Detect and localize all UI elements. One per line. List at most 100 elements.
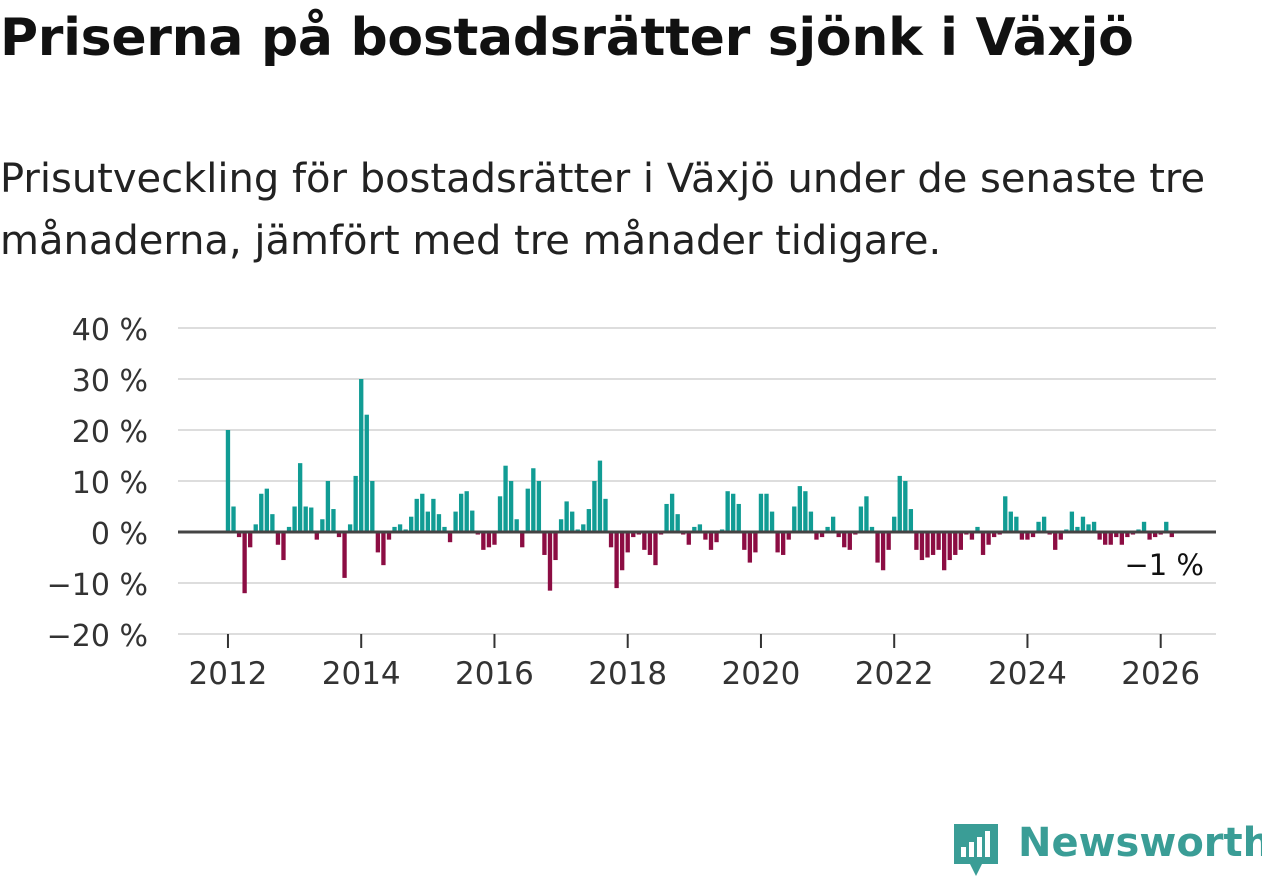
- bar: [392, 526, 397, 532]
- bar-chart: 40 % 30 % 20 % 10 % 0 % −10 % −20 % 2012 2014 201…: [47, 313, 1216, 692]
- bar: [608, 532, 614, 548]
- bar: [753, 532, 758, 553]
- bar: [986, 532, 991, 545]
- bar: [514, 519, 519, 532]
- bar: [503, 465, 508, 532]
- bar: [447, 532, 453, 543]
- bar: [919, 532, 925, 561]
- bar: [303, 506, 308, 532]
- bar: [830, 516, 836, 532]
- bar: [842, 532, 847, 548]
- bar: [486, 532, 492, 548]
- bar: [436, 514, 442, 532]
- bar: [892, 516, 897, 532]
- last-value-label: −1 %: [1124, 548, 1204, 582]
- bar: [1025, 532, 1030, 540]
- bar: [1091, 521, 1097, 532]
- bar: [1086, 524, 1091, 532]
- bar: [1097, 532, 1102, 540]
- bar: [631, 532, 636, 538]
- bar: [225, 430, 231, 532]
- bar: [1053, 532, 1058, 550]
- y-tick-label: −20 %: [47, 619, 148, 654]
- bar: [586, 509, 592, 532]
- bar: [958, 532, 963, 550]
- bar: [520, 532, 525, 548]
- bar: [858, 506, 864, 532]
- bar: [264, 488, 269, 532]
- bar: [975, 526, 980, 532]
- bar: [558, 519, 564, 532]
- bar: [270, 514, 275, 532]
- bar: [564, 501, 569, 532]
- bar: [325, 481, 331, 532]
- bar: [236, 532, 242, 538]
- bar: [653, 532, 658, 566]
- bar: [758, 493, 764, 532]
- bar: [336, 532, 342, 538]
- bar: [359, 379, 364, 532]
- bar: [1008, 511, 1013, 532]
- bar: [942, 532, 947, 571]
- y-tick-label: 20 %: [72, 415, 148, 450]
- bar: [320, 519, 325, 532]
- bar: [547, 532, 553, 591]
- bar: [875, 532, 880, 563]
- bar: [248, 532, 253, 548]
- bar: [953, 532, 958, 555]
- y-tick-label: 40 %: [72, 313, 148, 348]
- bar: [642, 532, 647, 550]
- bar: [819, 532, 825, 538]
- bar: [614, 532, 619, 589]
- bar: [1014, 516, 1019, 532]
- chart-title: Priserna på bostadsrätter sjönk i Växjö: [0, 8, 1134, 68]
- bar: [864, 496, 869, 532]
- bar: [420, 493, 425, 532]
- newsworthy-logo-icon: [954, 824, 998, 876]
- bar: [1041, 516, 1047, 532]
- bar: [803, 491, 808, 532]
- bar: [781, 532, 786, 555]
- bar: [669, 493, 675, 532]
- bar: [286, 526, 292, 532]
- bar: [664, 503, 669, 532]
- bar: [703, 532, 708, 540]
- bar: [692, 526, 697, 532]
- bar: [1075, 526, 1080, 532]
- brand-name: Newsworthy: [1018, 820, 1262, 866]
- bar: [425, 511, 430, 532]
- bar: [969, 532, 975, 540]
- bar: [309, 507, 314, 532]
- bar: [1019, 532, 1025, 540]
- bar: [442, 526, 447, 532]
- bar: [947, 532, 952, 561]
- bar: [814, 532, 819, 540]
- y-tick-label: 30 %: [72, 364, 148, 399]
- bar: [531, 468, 536, 532]
- bar: [1169, 532, 1174, 538]
- bar: [581, 524, 586, 532]
- bar: [508, 481, 514, 532]
- bar: [347, 524, 353, 532]
- bar: [314, 532, 319, 540]
- bar: [886, 532, 891, 550]
- bar: [1152, 532, 1158, 538]
- bar: [375, 532, 381, 553]
- bar: [825, 526, 830, 532]
- bar: [597, 460, 603, 532]
- bar: [1164, 521, 1169, 532]
- chart-subtitle: Prisutveckling för bostadsrätter i Växjö…: [0, 156, 1206, 264]
- bar: [786, 532, 791, 540]
- bar: [897, 475, 902, 532]
- bar: [903, 481, 908, 532]
- bar: [647, 532, 653, 555]
- bar: [525, 488, 530, 532]
- bar: [936, 532, 941, 550]
- bar: [414, 498, 419, 532]
- bar: [536, 481, 542, 532]
- bar: [836, 532, 841, 538]
- bar: [1119, 532, 1124, 545]
- newsworthy-logo[interactable]: Newsworthy: [948, 818, 1262, 880]
- bar: [542, 532, 547, 555]
- bar: [764, 493, 769, 532]
